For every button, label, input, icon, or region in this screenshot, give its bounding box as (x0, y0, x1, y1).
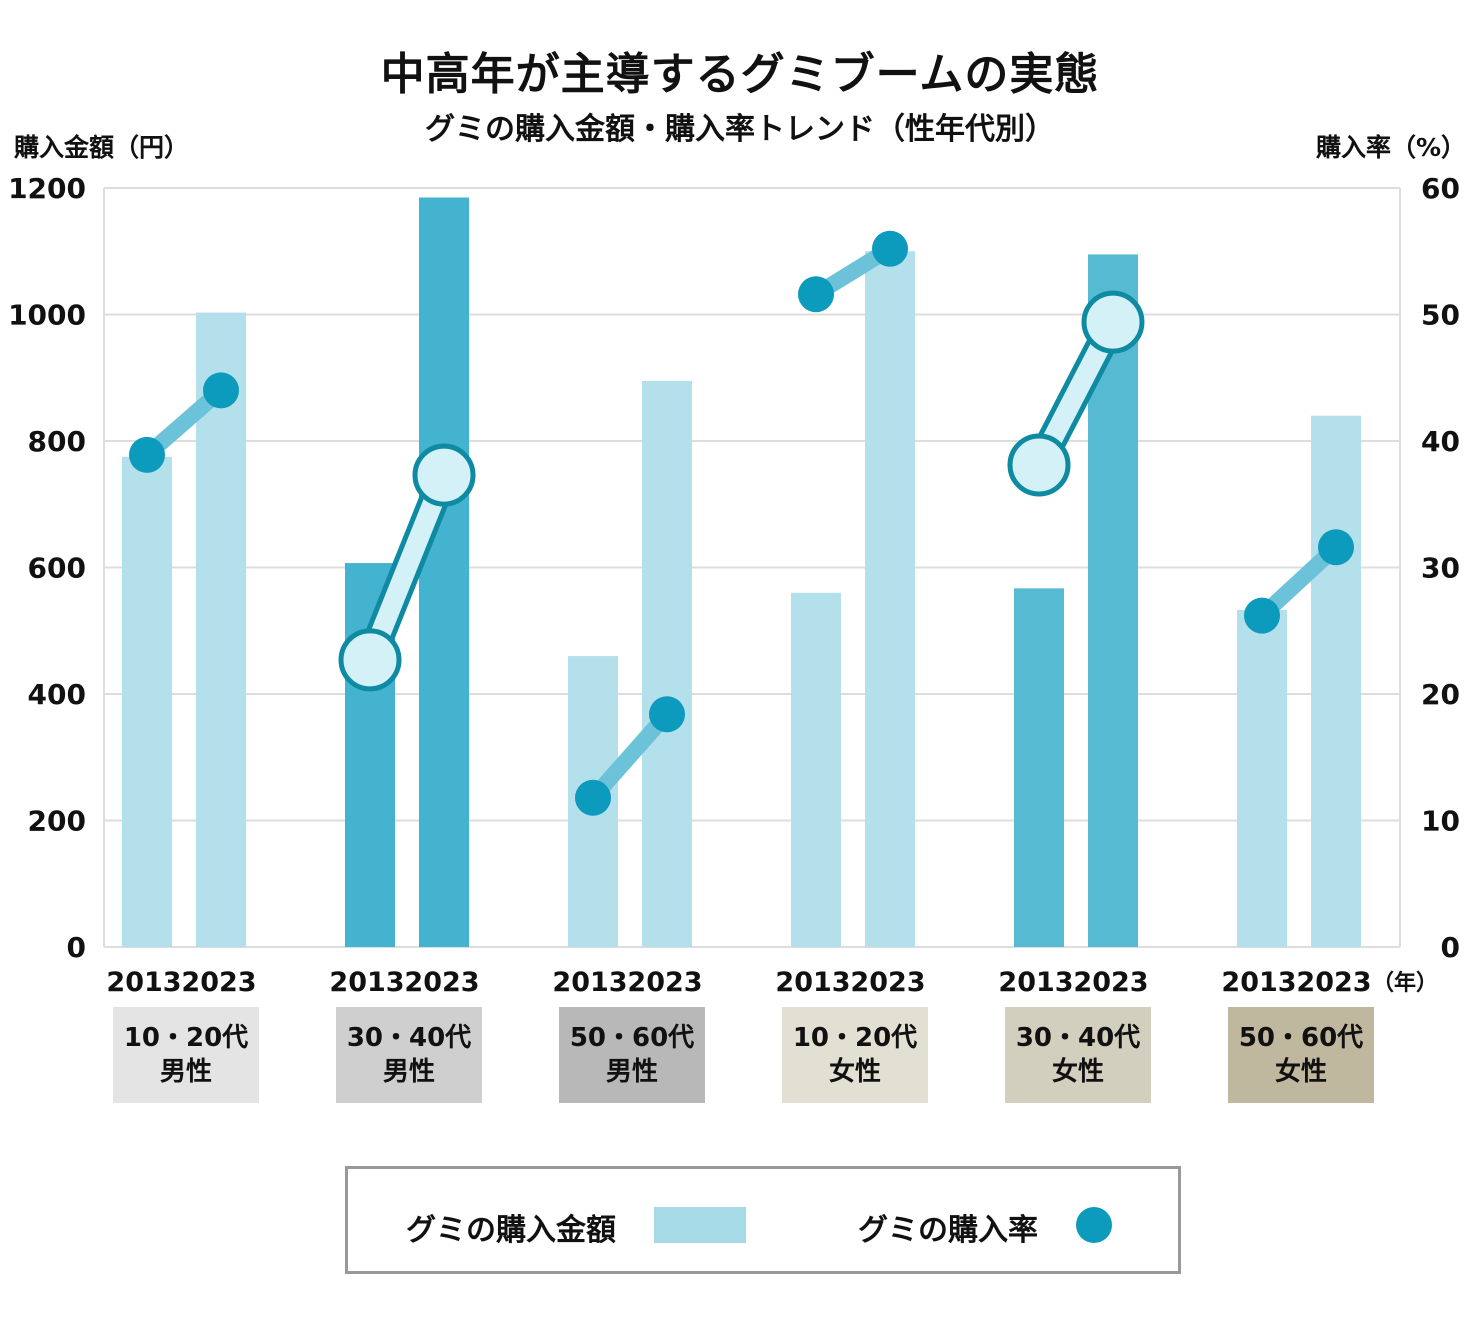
group-label-box: 30・40代 女性 (1005, 1007, 1151, 1103)
left-tick-label: 1200 (8, 172, 86, 205)
left-tick-label: 1000 (8, 299, 86, 332)
left-tick-label: 400 (28, 678, 86, 711)
rate-point-2023 (872, 230, 908, 267)
rate-point-2013 (798, 276, 834, 313)
group-label-gender: 男性 (159, 1057, 212, 1087)
rate-point-2013 (338, 628, 402, 692)
right-axis-title: 購入率（%） (1315, 133, 1466, 162)
x-tick-year-2013: 2013 (775, 967, 850, 998)
chart-subtitle: グミの購入金額・購入率トレンド（性年代別） (425, 112, 1055, 147)
group-label-age: 50・60代 (569, 1023, 695, 1053)
bar-2023 (865, 251, 915, 947)
bar-2013 (1014, 588, 1064, 947)
group-label-gender: 女性 (1051, 1057, 1104, 1087)
right-tick-label: 20 (1421, 678, 1460, 711)
left-tick-label: 200 (28, 805, 86, 838)
right-tick-label: 30 (1421, 552, 1460, 585)
bar-2023 (642, 380, 692, 948)
rate-point-2023 (1081, 290, 1145, 354)
right-tick-label: 0 (1441, 931, 1460, 964)
bar-2013 (1237, 609, 1287, 947)
bar-2023 (196, 312, 246, 947)
right-tick-label: 50 (1421, 299, 1460, 332)
x-tick-year-2023: 2023 (181, 967, 256, 998)
x-tick-year-2023: 2023 (404, 967, 479, 998)
right-tick-label: 40 (1421, 425, 1460, 458)
group-label-age: 10・20代 (123, 1023, 249, 1053)
x-tick-year-2013: 2013 (329, 967, 404, 998)
right-tick-label: 10 (1421, 805, 1460, 838)
group-label-age: 10・20代 (792, 1023, 918, 1053)
x-tick-year-2023: 2023 (1073, 967, 1148, 998)
x-tick-year-2013: 2013 (998, 967, 1073, 998)
year-unit-label: （年） (1372, 970, 1438, 996)
bar-2013 (791, 592, 841, 947)
left-tick-label: 800 (28, 425, 86, 458)
legend: グミの購入金額 グミの購入率 (345, 1166, 1181, 1274)
group-label-box: 10・20代 男性 (113, 1007, 259, 1103)
rate-point-2023 (203, 372, 239, 409)
rate-point-2023 (649, 696, 685, 733)
group-label-box: 50・60代 女性 (1228, 1007, 1374, 1103)
rate-point-2013 (575, 779, 611, 816)
group-label-gender: 女性 (1274, 1057, 1327, 1087)
bar-2023 (419, 197, 469, 948)
x-tick-year-2023: 2023 (850, 967, 925, 998)
right-tick-label: 60 (1421, 172, 1460, 205)
left-tick-label: 0 (67, 931, 86, 964)
bar-2023 (1311, 415, 1361, 947)
group-label-gender: 男性 (605, 1057, 658, 1087)
legend-amount-swatch (654, 1207, 746, 1243)
left-axis-title: 購入金額（円） (14, 133, 190, 162)
chart-title: 中高年が主導するグミブームの実態 (380, 49, 1100, 100)
rate-point-2023 (1318, 529, 1354, 566)
rate-point-2013 (129, 436, 165, 473)
group-label-box: 30・40代 男性 (336, 1007, 482, 1103)
bar-2013 (122, 456, 172, 947)
left-tick-label: 600 (28, 552, 86, 585)
rate-point-2023 (412, 443, 476, 507)
group-label-box: 10・20代 女性 (782, 1007, 928, 1103)
legend-rate-dot (1076, 1207, 1112, 1243)
rate-line (360, 465, 454, 670)
x-tick-year-2023: 2023 (627, 967, 702, 998)
x-tick-year-2013: 2013 (552, 967, 627, 998)
group-label-age: 50・60代 (1238, 1023, 1364, 1053)
group-label-gender: 男性 (382, 1057, 435, 1087)
legend-amount-label: グミの購入金額 (406, 1213, 616, 1248)
x-tick-year-2013: 2013 (1221, 967, 1296, 998)
group-label-gender: 女性 (828, 1057, 881, 1087)
legend-rate-label: グミの購入率 (858, 1213, 1038, 1248)
group-label-box: 50・60代 男性 (559, 1007, 705, 1103)
x-tick-year-2023: 2023 (1296, 967, 1371, 998)
x-tick-year-2013: 2013 (106, 967, 181, 998)
rate-point-2013 (1244, 597, 1280, 634)
rate-line (585, 706, 675, 806)
rate-point-2013 (1007, 433, 1071, 497)
group-label-age: 30・40代 (346, 1023, 472, 1053)
group-label-age: 30・40代 (1015, 1023, 1141, 1053)
